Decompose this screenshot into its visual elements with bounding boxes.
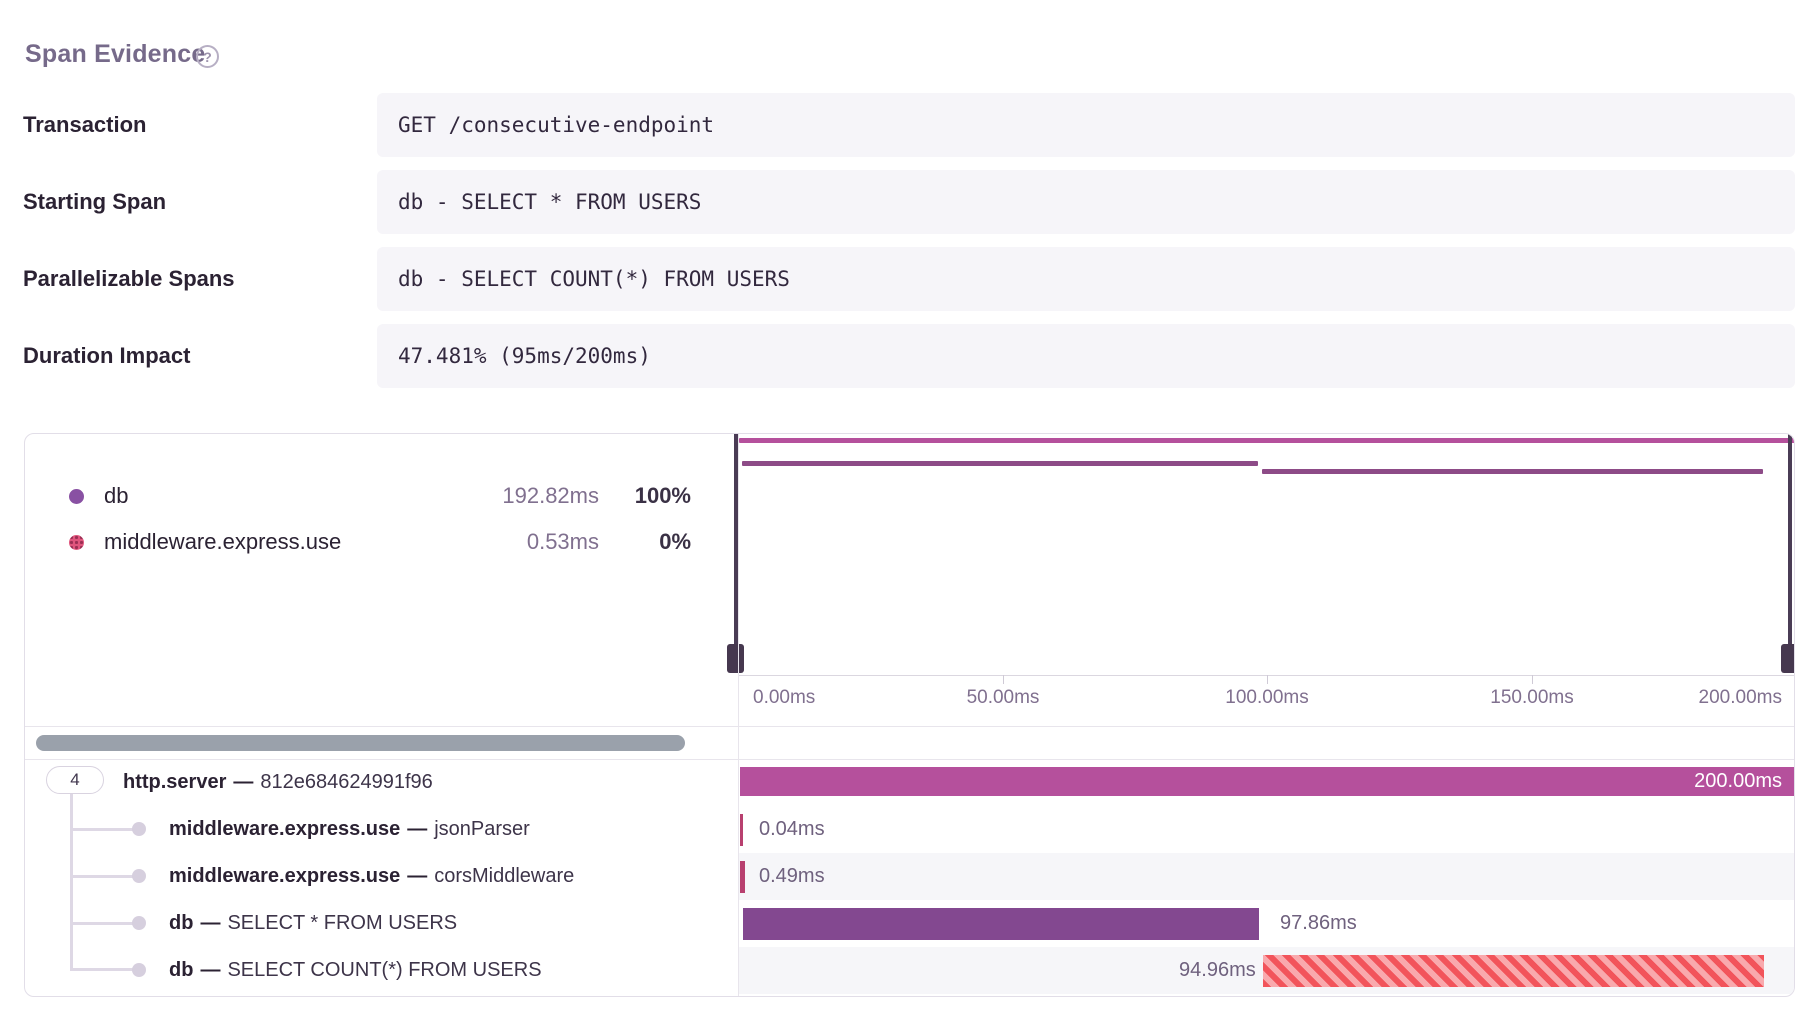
tree-node-dot bbox=[132, 916, 146, 930]
legend-item-db[interactable]: db 192.82ms 100% bbox=[69, 473, 691, 519]
legend-percent: 100% bbox=[634, 483, 691, 508]
minimap-span-db-count bbox=[1261, 469, 1764, 474]
legend-duration: 0.53ms bbox=[526, 529, 599, 554]
span-duration-bar: 200.00ms bbox=[740, 767, 1794, 796]
tree-connector-line bbox=[70, 875, 139, 878]
legend-label: middleware.express.use bbox=[104, 529, 342, 554]
field-label-parallelizable-spans: Parallelizable Spans bbox=[23, 266, 235, 291]
span-duration-cell: 94.96ms bbox=[739, 947, 1794, 994]
legend-duration: 192.82ms bbox=[502, 483, 599, 508]
help-icon[interactable]: ? bbox=[196, 45, 219, 68]
page-title: Span Evidence bbox=[25, 40, 206, 68]
span-waterfall-panel: db 192.82ms 100% middleware.express.use … bbox=[24, 433, 1795, 997]
tree-connector-line bbox=[70, 968, 139, 971]
tree-node-dot bbox=[132, 963, 146, 977]
tree-connector-line bbox=[70, 828, 139, 831]
span-duration-label: 97.86ms bbox=[1280, 912, 1357, 934]
span-row-label: db — SELECT * FROM USERS bbox=[25, 900, 738, 947]
span-op: middleware.express.use bbox=[169, 865, 401, 887]
span-row-label: db — SELECT COUNT(*) FROM USERS bbox=[25, 947, 738, 994]
span-duration-cell: 200.00ms bbox=[739, 759, 1794, 806]
section-border bbox=[25, 759, 1794, 760]
span-row-db-select[interactable]: 97.86ms db — SELECT * FROM USERS bbox=[25, 900, 1794, 947]
span-duration-bar bbox=[740, 860, 745, 893]
field-label-starting-span: Starting Span bbox=[23, 189, 167, 214]
legend-percent: 0% bbox=[659, 529, 691, 554]
field-label-transaction: Transaction bbox=[23, 112, 147, 137]
span-duration-bar bbox=[740, 813, 743, 846]
horizontal-scrollbar-thumb[interactable] bbox=[36, 735, 685, 751]
section-border bbox=[25, 726, 1794, 727]
span-duration-cell: 97.86ms bbox=[739, 900, 1794, 947]
span-separator: — bbox=[200, 959, 221, 981]
minimap-chart[interactable] bbox=[738, 434, 1794, 673]
field-value-starting-span: db - SELECT * FROM USERS bbox=[377, 170, 1795, 234]
span-duration-bar bbox=[743, 907, 1259, 940]
right-handle-knob[interactable] bbox=[1781, 644, 1794, 673]
span-description: SELECT COUNT(*) FROM USERS bbox=[227, 959, 542, 981]
span-separator: — bbox=[407, 818, 428, 840]
legend-label: db bbox=[104, 483, 129, 508]
span-op: middleware.express.use bbox=[169, 818, 401, 840]
legend: db 192.82ms 100% middleware.express.use … bbox=[69, 473, 691, 565]
span-row-label: middleware.express.use — jsonParser bbox=[25, 806, 738, 853]
span-duration-cell: 0.49ms bbox=[739, 853, 1794, 900]
span-op: db bbox=[169, 912, 194, 934]
tree-connector-line bbox=[70, 794, 73, 970]
tree-connector-line bbox=[70, 922, 139, 925]
axis-label-0ms: 0.00ms bbox=[753, 687, 816, 708]
span-duration-label: 0.04ms bbox=[759, 818, 825, 840]
span-separator: — bbox=[200, 912, 221, 934]
axis-label-100ms: 100.00ms bbox=[1225, 687, 1309, 708]
right-handle-line[interactable] bbox=[1788, 434, 1792, 673]
axis-label-150ms: 150.00ms bbox=[1490, 687, 1574, 708]
span-duration-label: 0.49ms bbox=[759, 865, 825, 887]
span-row-label: http.server — 812e684624991f96 bbox=[25, 759, 738, 806]
span-row-corsmiddleware[interactable]: 0.49ms middleware.express.use — corsMidd… bbox=[25, 853, 1794, 900]
legend-dot-middleware bbox=[69, 534, 84, 550]
span-description: corsMiddleware bbox=[434, 865, 575, 887]
field-value-transaction: GET /consecutive-endpoint bbox=[377, 93, 1795, 157]
span-count-badge[interactable]: 4 bbox=[46, 766, 104, 794]
minimap-span-db-select bbox=[742, 461, 1258, 466]
legend-item-middleware[interactable]: middleware.express.use 0.53ms 0% bbox=[69, 519, 691, 565]
span-duration-cell: 0.04ms bbox=[739, 806, 1794, 853]
span-separator: — bbox=[233, 771, 254, 793]
column-divider bbox=[738, 434, 739, 996]
legend-dot-db bbox=[69, 488, 84, 504]
span-separator: — bbox=[407, 865, 428, 887]
question-mark-glyph: ? bbox=[203, 48, 212, 65]
axis-tick bbox=[1532, 675, 1533, 684]
axis-label-200ms: 200.00ms bbox=[1698, 687, 1782, 708]
tree-node-dot bbox=[132, 822, 146, 836]
span-row-http-server[interactable]: 200.00ms http.server — 812e684624991f96 bbox=[25, 759, 1794, 806]
scrollbar-track[interactable] bbox=[25, 726, 1794, 759]
span-row-label: middleware.express.use — corsMiddleware bbox=[25, 853, 738, 900]
axis-label-50ms: 50.00ms bbox=[966, 687, 1040, 708]
time-axis-line bbox=[738, 675, 1794, 676]
span-op: http.server bbox=[123, 771, 227, 793]
span-duration-label: 200.00ms bbox=[1694, 770, 1782, 792]
minimap-span-http-server bbox=[739, 438, 1794, 443]
span-row-jsonparser[interactable]: 0.04ms middleware.express.use — jsonPars… bbox=[25, 806, 1794, 853]
span-description: SELECT * FROM USERS bbox=[227, 912, 458, 934]
left-handle-knob[interactable] bbox=[727, 644, 744, 673]
left-handle-line[interactable] bbox=[734, 434, 738, 673]
field-label-duration-impact: Duration Impact bbox=[23, 343, 191, 368]
span-description: 812e684624991f96 bbox=[260, 771, 433, 793]
axis-tick bbox=[1267, 675, 1268, 684]
span-row-db-count[interactable]: 94.96ms db — SELECT COUNT(*) FROM USERS bbox=[25, 947, 1794, 994]
field-value-parallelizable-spans: db - SELECT COUNT(*) FROM USERS bbox=[377, 247, 1795, 311]
span-duration-label: 94.96ms bbox=[1179, 959, 1256, 981]
axis-tick bbox=[1003, 675, 1004, 684]
field-value-duration-impact: 47.481% (95ms/200ms) bbox=[377, 324, 1795, 388]
span-duration-bar bbox=[1262, 954, 1765, 987]
span-description: jsonParser bbox=[434, 818, 530, 840]
span-op: db bbox=[169, 959, 194, 981]
tree-node-dot bbox=[132, 869, 146, 883]
